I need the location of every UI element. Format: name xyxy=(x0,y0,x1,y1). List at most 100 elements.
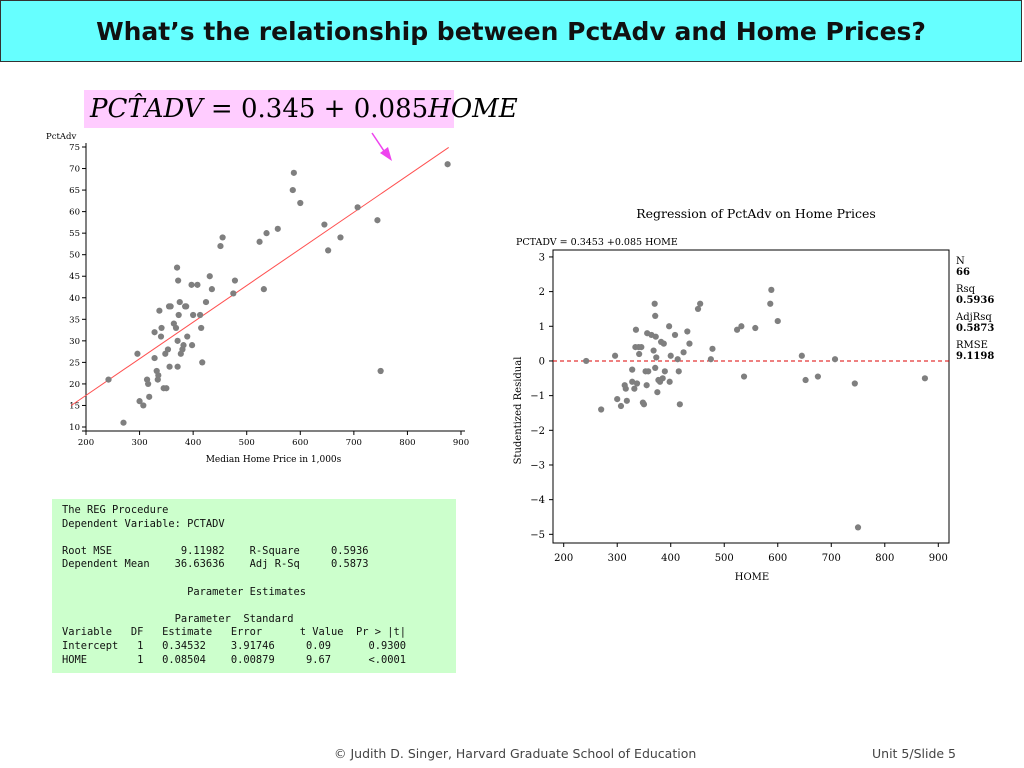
y-tick-label: −4 xyxy=(530,495,545,506)
data-point xyxy=(854,524,862,531)
x-tick-label: 400 xyxy=(185,438,201,448)
title-bar: What’s the relationship between PctAdv a… xyxy=(0,0,1022,62)
data-point xyxy=(202,298,210,306)
data-point xyxy=(157,333,165,340)
data-point xyxy=(256,238,263,245)
data-point xyxy=(798,352,805,359)
sas-output-line: Intercept 1 0.34532 3.91746 0.09 0.9300 xyxy=(62,639,407,652)
data-point xyxy=(622,385,629,392)
regression-equation: PCT̂ADV = 0.345 + 0.085HOME xyxy=(90,94,518,124)
data-point xyxy=(632,326,640,333)
data-point xyxy=(175,311,182,319)
data-point xyxy=(263,230,270,237)
data-point xyxy=(666,378,673,385)
sas-output-line: Dependent Mean 36.63636 Adj R-Sq 0.5873 xyxy=(62,558,369,571)
y-tick-label: 10 xyxy=(69,423,80,433)
data-point xyxy=(120,419,127,426)
x-tick-label: 400 xyxy=(661,553,680,564)
y-tick-label: 75 xyxy=(69,143,80,153)
data-point xyxy=(640,401,648,408)
data-point xyxy=(180,342,187,349)
stat-value: 0.5873 xyxy=(956,323,994,334)
y-tick-label: −2 xyxy=(530,426,545,437)
y-tick-label: 35 xyxy=(69,315,80,325)
data-point xyxy=(297,199,304,207)
data-point xyxy=(164,346,172,353)
data-point xyxy=(167,303,174,310)
data-point xyxy=(230,290,237,297)
y-tick-label: 1 xyxy=(539,322,545,333)
data-point xyxy=(636,350,643,358)
data-point xyxy=(217,242,224,250)
y-tick-label: 55 xyxy=(69,229,80,239)
data-point xyxy=(377,367,384,375)
x-tick-label: 600 xyxy=(292,438,308,448)
data-point xyxy=(151,354,158,362)
data-point xyxy=(697,300,704,307)
y-tick-label: 15 xyxy=(69,401,80,411)
y-axis-label: Studentized Residual xyxy=(513,357,524,465)
data-point xyxy=(321,221,328,228)
data-point xyxy=(738,323,745,330)
x-axis-label: Median Home Price in 1,000s xyxy=(206,455,342,465)
data-point xyxy=(183,303,190,310)
data-point xyxy=(651,300,658,307)
data-point xyxy=(206,273,213,280)
equation-lhs: PCT̂ADV xyxy=(90,94,203,124)
data-point xyxy=(733,326,741,333)
data-point xyxy=(774,317,781,325)
data-point xyxy=(184,333,191,340)
x-tick-label: 200 xyxy=(78,438,94,448)
data-point xyxy=(643,382,650,389)
data-point xyxy=(208,286,215,293)
data-point xyxy=(707,356,714,363)
data-point xyxy=(652,333,659,340)
data-point xyxy=(194,281,201,288)
data-point xyxy=(652,312,659,319)
data-point xyxy=(694,305,702,313)
chart-title: Regression of PctAdv on Home Prices xyxy=(636,206,876,221)
data-point xyxy=(617,402,625,410)
data-point xyxy=(684,328,691,335)
data-point xyxy=(767,300,774,307)
stat-label: Rsq xyxy=(956,284,976,295)
data-point xyxy=(199,359,206,366)
data-point xyxy=(671,331,679,339)
y-tick-label: 50 xyxy=(69,251,80,261)
sas-output-line: HOME 1 0.08504 0.00879 9.67 <.0001 xyxy=(62,653,407,666)
slide-title: What’s the relationship between PctAdv a… xyxy=(96,16,926,46)
x-tick-label: 600 xyxy=(768,553,787,564)
data-point xyxy=(166,363,173,370)
footer-credit: © Judith D. Singer, Harvard Graduate Sch… xyxy=(334,746,697,761)
stat-value: 9.1198 xyxy=(956,351,994,362)
plot-frame xyxy=(552,249,950,544)
data-point xyxy=(709,345,716,352)
data-point xyxy=(652,364,659,371)
residual-chart: Regression of PctAdv on Home Prices PCTAD… xyxy=(513,206,994,583)
data-point xyxy=(134,350,141,357)
data-point xyxy=(831,356,839,363)
data-point xyxy=(680,349,687,356)
fit-equation-label: PCTADV = 0.3453 +0.085 HOME xyxy=(516,237,678,248)
y-tick-label: 65 xyxy=(69,186,80,196)
data-point xyxy=(156,307,163,314)
y-tick-label: 60 xyxy=(69,208,80,218)
data-point xyxy=(666,323,673,330)
data-point xyxy=(583,357,590,365)
data-point xyxy=(155,372,162,379)
x-tick-label: 700 xyxy=(822,553,841,564)
data-point xyxy=(675,368,682,375)
y-tick-label: 3 xyxy=(539,252,545,263)
sas-output-line: Root MSE 9.11982 R-Square 0.5936 xyxy=(62,544,369,557)
data-point xyxy=(198,324,205,332)
stat-value: 0.5936 xyxy=(956,295,994,306)
y-axis-label: PctAdv xyxy=(46,132,76,142)
data-point xyxy=(260,286,267,293)
data-point xyxy=(921,375,929,382)
data-point xyxy=(633,380,641,387)
data-point xyxy=(674,356,681,363)
data-point xyxy=(151,329,158,336)
data-point xyxy=(163,385,170,392)
data-point xyxy=(173,264,181,271)
